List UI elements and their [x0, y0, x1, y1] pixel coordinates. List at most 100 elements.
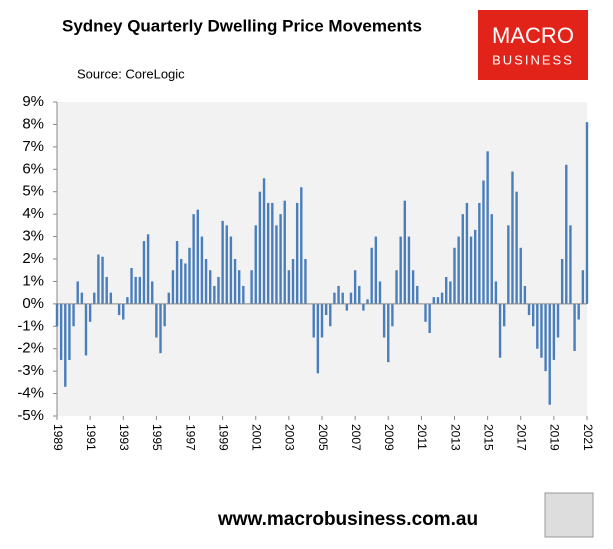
bar — [300, 187, 303, 304]
bar — [229, 236, 233, 304]
bar — [457, 236, 460, 304]
bar — [188, 247, 191, 304]
bar — [271, 202, 274, 304]
bar — [573, 303, 576, 351]
bar — [109, 292, 113, 304]
bar — [399, 236, 402, 304]
bar — [122, 303, 125, 320]
x-tick-label: 1991 — [84, 424, 98, 451]
bar — [237, 270, 241, 304]
bar — [453, 247, 456, 304]
bar — [461, 214, 464, 304]
bar — [387, 303, 390, 363]
y-tick-label: 6% — [22, 160, 44, 177]
x-tick-label: 1997 — [183, 424, 197, 451]
bar — [200, 236, 204, 304]
bar — [171, 270, 175, 304]
bar — [304, 259, 307, 304]
bar — [378, 281, 382, 304]
bar — [382, 303, 386, 338]
bar — [101, 256, 104, 304]
bar — [175, 241, 179, 304]
bar — [407, 236, 411, 304]
logo-text: BUSINESS — [492, 52, 574, 67]
x-tick-label: 1993 — [117, 424, 131, 451]
bar — [217, 276, 220, 304]
bar — [527, 303, 531, 316]
footer: www.macrobusiness.com.au — [217, 509, 478, 530]
plot-area — [57, 102, 587, 416]
bar — [507, 225, 510, 304]
bar — [424, 303, 427, 322]
bar — [341, 292, 344, 304]
bar — [213, 285, 216, 304]
bar — [105, 276, 108, 304]
bar — [585, 122, 589, 304]
bar — [556, 303, 560, 338]
x-tick-label: 2007 — [349, 424, 363, 451]
bar — [84, 303, 88, 356]
bar — [262, 178, 266, 304]
bar — [209, 270, 212, 304]
bar — [130, 267, 133, 304]
bar — [544, 303, 547, 372]
y-tick-label: 5% — [22, 183, 44, 200]
logo-text: MACRO — [492, 23, 574, 48]
bar — [196, 209, 199, 304]
bar — [449, 281, 452, 304]
bar — [353, 270, 357, 304]
bar — [88, 303, 92, 322]
bar — [192, 214, 195, 304]
bar — [498, 303, 502, 358]
bar — [502, 303, 506, 327]
bar — [345, 303, 349, 311]
bar — [180, 259, 183, 304]
bar — [329, 303, 332, 327]
bar — [291, 259, 295, 304]
bar — [151, 281, 154, 304]
y-tick-label: -1% — [17, 317, 44, 334]
bar — [358, 285, 361, 304]
bar — [531, 303, 535, 327]
bar — [469, 236, 473, 304]
y-tick-label: -2% — [17, 340, 44, 357]
bar — [138, 276, 142, 304]
bar — [312, 303, 315, 338]
y-tick-label: 7% — [22, 138, 44, 155]
bar — [440, 292, 444, 304]
y-tick-label: 0% — [22, 295, 44, 312]
bar — [163, 303, 166, 327]
x-tick-label: 2009 — [382, 424, 396, 451]
x-tick-label: 1995 — [150, 424, 164, 451]
bar — [428, 303, 431, 334]
bar — [490, 214, 493, 304]
bar — [395, 270, 398, 304]
bar — [134, 276, 137, 304]
bar — [316, 303, 320, 374]
bar — [266, 202, 270, 304]
bar — [283, 200, 286, 304]
bar — [560, 259, 564, 304]
bar — [565, 164, 568, 304]
bar — [275, 225, 278, 304]
x-tick-label: 2017 — [515, 424, 529, 451]
bar — [55, 303, 59, 327]
bar — [494, 281, 498, 304]
bar — [337, 285, 340, 304]
bar — [64, 303, 67, 387]
x-tick-label: 2013 — [448, 424, 462, 451]
bar — [366, 299, 369, 304]
bar — [279, 214, 282, 304]
logo-box — [478, 10, 588, 80]
bar — [482, 180, 485, 304]
y-tick-label: 4% — [22, 205, 44, 222]
y-tick-label: 1% — [22, 272, 44, 289]
chart-title: Sydney Quarterly Dwelling Price Movement… — [62, 16, 422, 35]
bar — [72, 303, 75, 327]
bar — [167, 292, 170, 304]
y-tick-label: 9% — [22, 93, 44, 110]
bar — [250, 270, 253, 304]
bar — [536, 303, 539, 349]
x-tick-label: 2015 — [481, 424, 495, 451]
y-tick-label: 8% — [22, 115, 44, 132]
